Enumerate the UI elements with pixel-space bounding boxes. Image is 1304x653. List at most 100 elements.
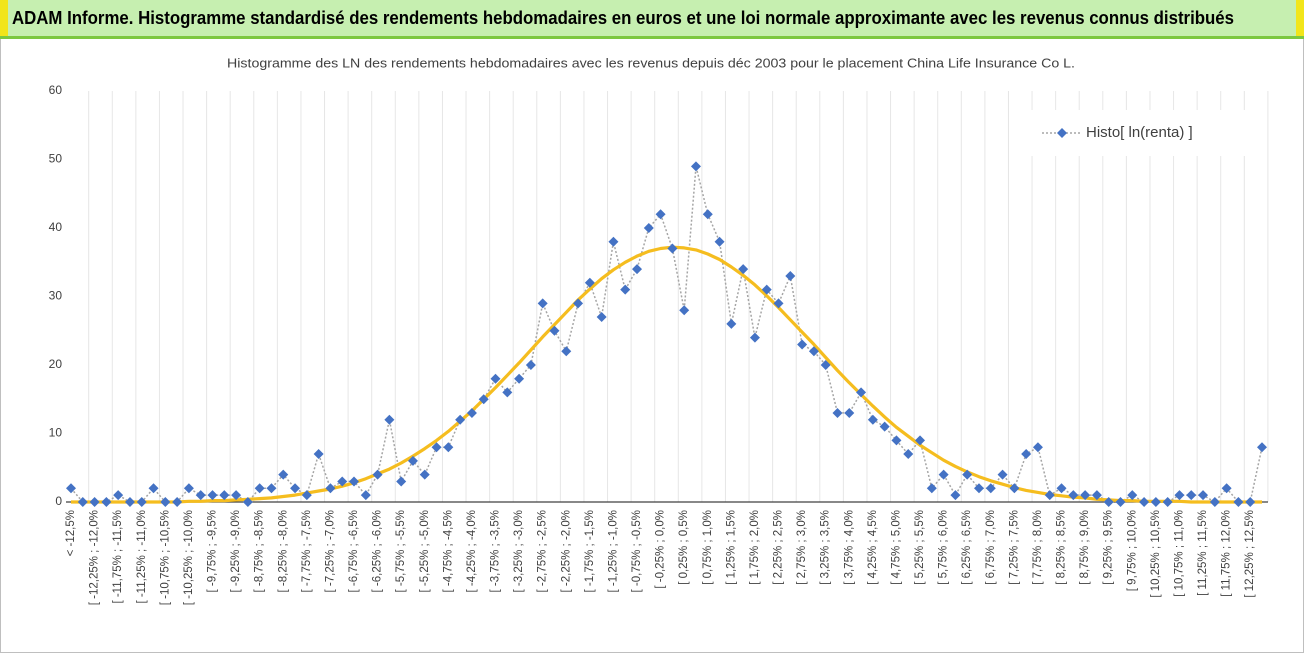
histogram-marker <box>808 346 819 357</box>
histogram-marker <box>1044 490 1055 501</box>
x-tick-label: [ -9,75% ; -9,5% <box>207 510 219 592</box>
histogram-marker <box>856 387 867 398</box>
normal-curve <box>71 245 1262 504</box>
x-tick-label: [ -11,75% ; -11,5% <box>112 510 124 604</box>
x-tick-label: [ 10,75% ; 11,0% <box>1173 510 1185 597</box>
x-tick-label: [ -10,75% ; -10,5% <box>159 510 171 605</box>
histogram-marker <box>879 421 890 432</box>
histogram-marker <box>1162 497 1173 507</box>
histogram-marker <box>891 435 902 446</box>
histogram-marker <box>360 490 371 501</box>
x-tick-label: [ 5,25% ; 5,5% <box>914 510 926 585</box>
histogram-marker <box>231 490 242 501</box>
y-tick-label: 30 <box>49 289 63 303</box>
histogram-marker <box>148 483 159 494</box>
histogram-marker <box>797 339 808 350</box>
histogram-marker <box>643 223 654 233</box>
x-tick-label: [ -7,75% ; -7,5% <box>301 510 313 592</box>
histogram-marker <box>502 387 513 398</box>
chart-title: Histogramme des LN des rendements hebdom… <box>227 55 1075 70</box>
x-tick-label: [ 1,25% ; 1,5% <box>725 510 737 585</box>
histogram-marker <box>443 442 454 453</box>
histogram-marker <box>490 373 501 384</box>
x-tick-label: [ 1,75% ; 2,0% <box>749 510 761 585</box>
histogram-marker <box>124 497 135 507</box>
histogram-marker <box>1032 442 1043 453</box>
histogram-marker <box>1150 497 1161 507</box>
x-tick-label: [ -8,75% ; -8,5% <box>254 510 266 592</box>
histogram-marker <box>608 236 619 247</box>
histogram-marker <box>938 469 949 480</box>
histogram-marker <box>915 435 926 446</box>
y-tick-label: 40 <box>49 220 63 234</box>
histogram-marker <box>396 476 407 487</box>
x-tick-label: [ -0,25% ; 0,0% <box>655 510 667 589</box>
histogram-marker <box>219 490 230 501</box>
x-tick-label: [ -6,25% ; -6,0% <box>372 510 384 592</box>
histogram-marker <box>596 312 607 323</box>
x-tick-label: [ 3,25% ; 3,5% <box>820 510 832 585</box>
histogram-marker <box>455 414 466 425</box>
header-accent <box>1296 0 1304 38</box>
histogram-marker <box>1174 490 1185 501</box>
histogram-marker <box>726 318 737 329</box>
x-tick-label: [ 9,25% ; 9,5% <box>1103 510 1115 585</box>
x-tick-label: [ -4,75% ; -4,5% <box>442 510 454 592</box>
histogram-marker <box>419 469 430 480</box>
x-tick-label: [ -3,75% ; -3,5% <box>490 510 502 592</box>
y-tick-label: 10 <box>49 426 63 440</box>
histogram-marker <box>1198 490 1209 501</box>
header-rule <box>0 36 1304 39</box>
x-tick-label: [ 7,25% ; 7,5% <box>1008 510 1020 585</box>
histogram-marker <box>77 497 88 507</box>
histogram-marker <box>1221 483 1232 494</box>
histogram-marker <box>714 236 725 247</box>
histogram-marker <box>1115 497 1126 507</box>
x-tick-label: [ -9,25% ; -9,0% <box>230 510 242 592</box>
x-tick-label: [ 10,25% ; 10,5% <box>1150 510 1162 598</box>
y-tick-label: 60 <box>49 83 63 97</box>
x-tick-label: [ 5,75% ; 6,0% <box>938 510 950 585</box>
histogram-marker <box>1091 490 1102 501</box>
histogram-marker <box>561 346 572 357</box>
histogram-marker <box>997 469 1008 480</box>
histogram-marker <box>738 264 749 275</box>
histogram-marker <box>407 455 418 466</box>
histogram-marker <box>207 490 218 501</box>
y-tick-label: 50 <box>49 152 63 166</box>
histogram-marker <box>761 284 772 295</box>
histogram-marker <box>349 476 360 487</box>
histogram-marker <box>278 469 289 480</box>
x-tick-label: [ 11,75% ; 12,0% <box>1221 510 1233 597</box>
histogram-marker <box>773 298 784 309</box>
histogram-marker <box>702 209 713 220</box>
histogram-marker <box>1127 490 1138 501</box>
histogram-marker <box>867 414 878 425</box>
histogram-marker <box>66 483 76 494</box>
histogram-marker <box>325 483 336 494</box>
histogram-marker <box>973 483 984 494</box>
histogram-marker <box>573 298 584 309</box>
x-tick-label: [ 4,25% ; 4,5% <box>867 510 879 585</box>
x-tick-label: [ 3,75% ; 4,0% <box>843 510 855 585</box>
x-tick-label: [ -12,25% ; -12,0% <box>89 510 101 605</box>
x-tick-label: [ 9,75% ; 10,0% <box>1126 510 1138 591</box>
histogram-marker <box>1209 497 1220 507</box>
histogram-marker <box>655 209 666 220</box>
x-tick-label: [ 6,25% ; 6,5% <box>961 510 973 585</box>
histogram-marker <box>1009 483 1020 494</box>
histogram-marker <box>832 407 843 418</box>
x-tick-label: [ -10,25% ; -10,0% <box>183 510 195 605</box>
x-tick-label: [ 8,25% ; 8,5% <box>1056 510 1068 585</box>
histogram-marker <box>101 497 112 507</box>
histogram-marker <box>1139 497 1150 507</box>
histogram-marker <box>478 394 489 405</box>
histogram-marker <box>1021 449 1032 460</box>
histogram-marker <box>136 497 147 507</box>
x-tick-label: [ -2,25% ; -2,0% <box>560 510 572 592</box>
histogram-marker <box>632 264 643 275</box>
histogram-marker <box>667 243 678 254</box>
histogram-marker <box>1257 442 1267 453</box>
x-tick-label: [ 12,25% ; 12,5% <box>1244 510 1256 598</box>
